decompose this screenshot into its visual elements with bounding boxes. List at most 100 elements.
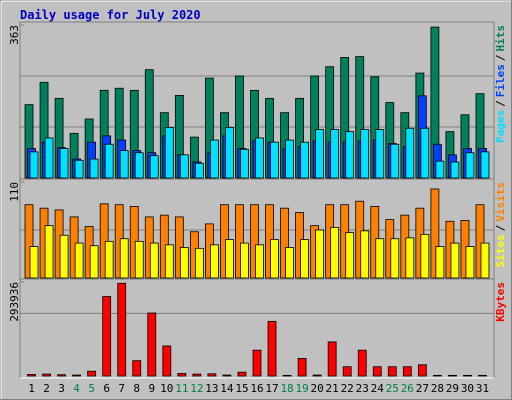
x-tick-label: 29 (446, 382, 459, 395)
bar (448, 374, 457, 377)
x-tick-label: 25 (386, 382, 399, 395)
x-tick-label: 9 (148, 382, 155, 395)
legend: Sites / Visits (494, 182, 507, 268)
bar (179, 247, 189, 279)
bar (240, 148, 249, 179)
bar (102, 296, 112, 377)
bar (237, 371, 247, 377)
x-tick-label: 20 (311, 382, 324, 395)
x-tick-label: 22 (341, 382, 354, 395)
bar (360, 129, 370, 179)
bar (29, 151, 39, 179)
bar (59, 148, 69, 179)
bar (235, 204, 244, 279)
chart-title: Daily usage for July 2020 (20, 8, 201, 22)
bar (463, 374, 472, 377)
bar (74, 242, 84, 279)
bar (134, 152, 144, 179)
bar (207, 373, 217, 377)
bar (164, 244, 174, 279)
bar (327, 341, 337, 377)
bar (387, 366, 397, 377)
bar (312, 374, 322, 377)
bar (44, 137, 54, 179)
bar (117, 282, 127, 377)
bar (417, 364, 427, 377)
bar (450, 161, 460, 179)
x-tick-label: 15 (235, 382, 248, 395)
x-tick-label: 8 (133, 382, 140, 395)
bar (255, 244, 264, 279)
bar (87, 370, 97, 377)
bar (300, 239, 309, 279)
bar (315, 129, 325, 179)
bar (194, 247, 204, 279)
bar (59, 234, 69, 279)
bar (192, 373, 202, 377)
bar (420, 127, 430, 179)
bar (282, 374, 292, 377)
bar (119, 238, 129, 279)
bar (72, 374, 82, 377)
x-tick-label: 28 (431, 382, 444, 395)
bar (432, 374, 442, 377)
x-tick-label: 18 (280, 382, 293, 395)
bar (57, 374, 66, 377)
bar (478, 374, 487, 377)
x-tick-label: 21 (326, 382, 339, 395)
bar (147, 312, 157, 377)
bar (375, 129, 385, 179)
x-tick-label: 24 (371, 382, 385, 395)
x-tick-label: 2 (43, 382, 50, 395)
x-tick-label: 16 (250, 382, 263, 395)
bar (24, 204, 34, 279)
legend-entry: Hits (494, 25, 507, 52)
bar (435, 246, 445, 279)
bar (280, 207, 289, 279)
bar (89, 158, 99, 179)
bar (345, 232, 355, 279)
x-tick-label: 27 (416, 382, 429, 395)
bar (480, 151, 490, 179)
legend-entry: Sites (494, 234, 507, 267)
bar (162, 345, 172, 377)
x-tick-label: 13 (205, 382, 218, 395)
bar (430, 188, 440, 279)
bar (240, 242, 249, 279)
bar (405, 237, 415, 279)
bar (390, 238, 400, 279)
bar (405, 127, 415, 179)
legend-separator: / (494, 100, 507, 107)
bar (29, 246, 39, 279)
bar (164, 127, 174, 179)
x-tick-label: 30 (461, 382, 474, 395)
bar (435, 160, 445, 179)
bar (297, 358, 307, 377)
x-tick-label: 7 (118, 382, 125, 395)
bar (210, 139, 219, 179)
bar (225, 127, 234, 179)
bar (42, 373, 51, 377)
bar (465, 246, 475, 279)
x-tick-label: 26 (401, 382, 414, 395)
bar (44, 225, 54, 279)
bar (132, 360, 142, 377)
x-tick-label: 23 (356, 382, 369, 395)
bar (210, 244, 219, 279)
bar (252, 349, 262, 377)
bar (345, 131, 355, 179)
bar (330, 226, 340, 279)
bar (119, 150, 129, 179)
legend-entry: KBytes (494, 282, 507, 322)
x-tick-label: 11 (175, 382, 188, 395)
y-tick-label: 110 (8, 182, 21, 202)
x-tick-label: 17 (265, 382, 278, 395)
bar (99, 203, 109, 279)
bar (342, 366, 352, 377)
bar (420, 233, 430, 279)
bar (149, 155, 159, 179)
bar (360, 230, 370, 279)
bar (89, 245, 99, 279)
bar (285, 247, 294, 279)
